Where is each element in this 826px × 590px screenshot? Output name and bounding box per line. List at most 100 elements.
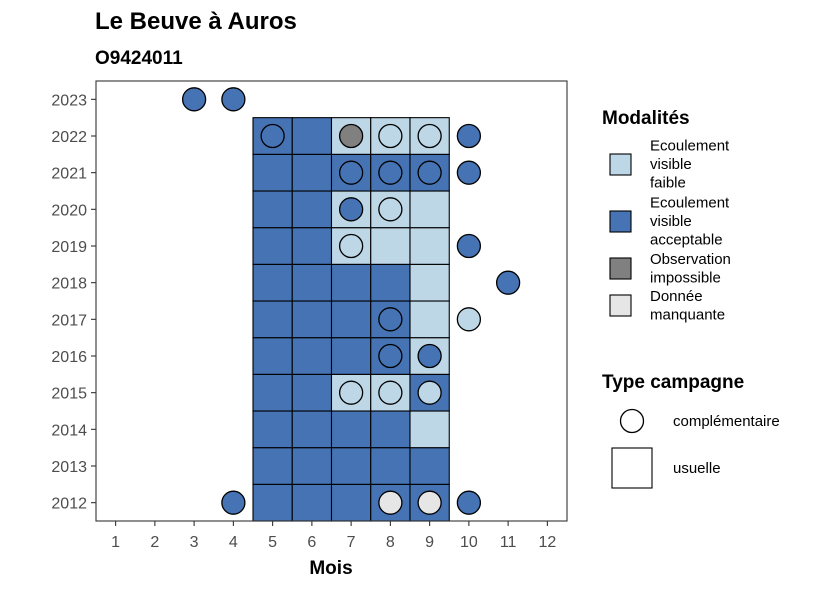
point-complementaire-2022-9 [417,123,442,149]
tile-usuelle-2018-6 [291,263,333,302]
legend-key-usuelle [611,447,653,489]
tile-usuelle-2017-5 [252,300,293,339]
x-tick-label-3: 3 [190,534,199,551]
legend-label-complementaire: complémentaire [673,413,780,430]
tile-usuelle-2014-8 [370,410,411,449]
point-complementaire-2017-10 [456,307,482,332]
tile-usuelle-2013-6 [291,447,333,485]
y-tick-label-2017: 2017 [51,312,87,329]
legend-label-usuelle: usuelle [673,460,721,477]
point-complementaire-2012-9 [417,490,442,515]
tile-usuelle-2015-5 [252,373,293,412]
legend-label-faible-line3: faible [650,175,686,192]
y-tick-label-2021: 2021 [51,166,87,183]
point-complementaire-2022-5 [260,123,285,149]
chart-title: Le Beuve à Auros [95,8,297,35]
x-tick-label-10: 10 [460,534,478,551]
point-complementaire-2021-9 [417,160,442,185]
legend-label-manquante-line2: manquante [650,306,725,323]
tile-usuelle-2017-7 [330,300,372,339]
legend-label-acceptable-line2: visible [650,213,692,230]
tile-usuelle-2019-9 [409,227,450,265]
point-complementaire-2019-7 [338,233,364,259]
point-complementaire-2017-8 [378,307,403,332]
point-complementaire-2019-10 [456,233,482,259]
x-tick-label-12: 12 [538,534,556,551]
x-tick-label-9: 9 [425,534,434,551]
x-tick-label-6: 6 [307,534,316,551]
tile-usuelle-2014-9 [409,410,450,449]
point-complementaire-2022-7 [338,123,364,149]
point-complementaire-2016-9 [417,343,442,369]
plot-panel [95,80,568,522]
x-tick-label-5: 5 [268,534,277,551]
legend-campagne-title: Type campagne [602,372,744,393]
y-tick-label-2015: 2015 [51,386,87,403]
legend-type-campagne: Type campagne complémentaire usuelle [602,372,780,489]
point-complementaire-2016-8 [378,343,403,369]
legend-label-faible-line2: visible [650,156,692,173]
tile-usuelle-2017-9 [409,300,450,339]
legend-key-impossible [609,257,632,280]
chart-subtitle: O9424011 [95,48,183,69]
y-tick-label-2020: 2020 [51,202,87,219]
point-complementaire-2022-10 [456,123,482,149]
tile-usuelle-2019-6 [291,227,333,265]
point-complementaire-2012-10 [456,490,482,515]
y-tick-label-2019: 2019 [51,239,87,256]
x-tick-label-2: 2 [150,534,159,551]
tile-usuelle-2018-7 [330,263,372,302]
tile-usuelle-2018-5 [252,263,293,302]
y-tick-label-2014: 2014 [51,422,87,439]
y-tick-label-2023: 2023 [51,92,87,109]
legend-key-complementaire [619,408,645,434]
point-complementaire-2020-8 [378,197,403,222]
legend-label-acceptable-line3: acceptable [650,232,723,249]
tile-usuelle-2014-7 [330,410,372,449]
tile-usuelle-2018-9 [409,263,450,302]
tile-usuelle-2012-7 [330,483,372,522]
tile-usuelle-2019-5 [252,227,293,265]
y-tick-label-2022: 2022 [51,129,87,146]
tile-usuelle-2013-9 [409,447,450,485]
tile-usuelle-2014-6 [291,410,333,449]
legend-label-faible-line1: Ecoulement [650,138,730,155]
tile-usuelle-2017-6 [291,300,333,339]
x-tick-label-11: 11 [500,534,517,551]
tile-usuelle-2012-5 [252,483,293,522]
legend-modalites-title: Modalités [602,108,690,129]
tile-usuelle-2018-8 [370,263,411,302]
legend-key-manquante [609,294,632,317]
tile-usuelle-2012-6 [291,483,333,522]
x-tick-label-8: 8 [386,534,395,551]
tile-usuelle-2013-5 [252,447,293,485]
tile-usuelle-2020-6 [291,190,333,229]
point-complementaire-2015-7 [338,380,364,405]
legend-key-acceptable [609,210,632,233]
tile-usuelle-2022-6 [291,117,333,155]
panel-border [95,80,568,522]
tile-usuelle-2020-9 [409,190,450,229]
point-complementaire-2023-3 [181,87,207,112]
y-tick-label-2013: 2013 [51,459,87,476]
x-tick-label-1: 1 [111,534,120,551]
legend-label-acceptable-line1: Ecoulement [650,195,730,212]
tile-usuelle-2020-5 [252,190,293,229]
y-tick-label-2012: 2012 [51,496,87,513]
tile-usuelle-2016-7 [330,337,372,375]
y-axis: 2012 2013 2014 2015 2016 2017 2018 2019 2020 2021… [51,92,96,513]
tile-usuelle-2016-5 [252,337,293,375]
point-complementaire-2020-7 [338,197,364,222]
point-complementaire-2021-7 [338,160,364,185]
point-complementaire-2018-11 [495,270,521,295]
point-complementaire-2021-10 [456,160,482,185]
point-complementaire-2022-8 [378,123,403,149]
tile-usuelle-2019-8 [370,227,411,265]
tile-usuelle-2013-8 [370,447,411,485]
point-complementaire-2012-8 [378,490,403,515]
point-complementaire-2015-8 [378,380,403,405]
point-complementaire-2021-8 [378,160,403,185]
x-tick-label-7: 7 [347,534,356,551]
legend-modalites: Modalités EcoulementvisiblefaibleEcoulem… [602,108,731,323]
